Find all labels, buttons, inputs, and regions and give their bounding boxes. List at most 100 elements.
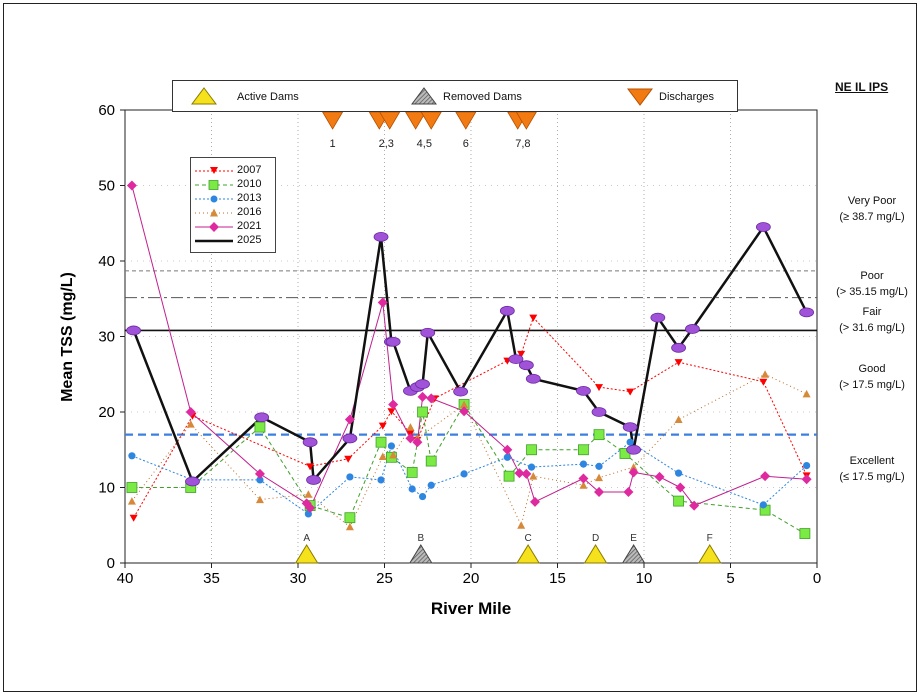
point-2016 xyxy=(629,463,638,471)
discharge-marker xyxy=(404,111,427,130)
point-2025 xyxy=(254,412,270,423)
ref-label-fair-value: (> 31.6 mg/L) xyxy=(839,322,905,334)
ref-label-excellent-name: Excellent xyxy=(849,455,895,467)
point-2010 xyxy=(406,466,418,478)
point-2025 xyxy=(755,222,771,232)
series-line-2007 xyxy=(133,316,808,518)
ref-label-good-value: (> 17.5 mg/L) xyxy=(839,379,905,391)
point-2025 xyxy=(453,386,469,397)
active-dam-label: D xyxy=(592,533,599,544)
discharge-markers: 1 2,3 4,5 6 7,8 xyxy=(321,111,538,150)
point-2025 xyxy=(415,379,430,389)
ref-label-fair: Fair (> 31.6 mg/L) xyxy=(822,304,922,336)
point-2025 xyxy=(591,407,607,417)
point-2021 xyxy=(514,468,525,479)
removed-dam-marker xyxy=(621,544,646,564)
legend-row-2013: 2013 xyxy=(191,192,277,205)
point-2025 xyxy=(306,475,321,485)
discharge-marker xyxy=(321,111,344,130)
series-legend: 2007 2010 2013 2016 2021 2025 xyxy=(190,157,276,253)
point-2025 xyxy=(671,342,686,353)
point-2021 xyxy=(760,471,771,482)
removed-dams-label: Removed Dams xyxy=(443,91,522,103)
active-dam-marker xyxy=(697,544,722,564)
ref-label-good: Good (> 17.5 mg/L) xyxy=(822,361,922,393)
point-2025 xyxy=(650,312,666,323)
point-2016 xyxy=(389,451,398,459)
point-2025 xyxy=(342,433,358,444)
point-2025 xyxy=(525,373,541,384)
legend-swatch-2010 xyxy=(195,180,233,190)
legend-swatch-2013 xyxy=(195,195,233,203)
active-dam-label: C xyxy=(524,533,531,544)
point-2013 xyxy=(387,442,396,450)
point-2010 xyxy=(593,429,605,441)
active-dam-marker xyxy=(294,544,319,564)
point-2025 xyxy=(508,354,524,365)
point-2010 xyxy=(503,470,515,482)
y-tick-label: 50 xyxy=(98,178,115,195)
point-2013 xyxy=(408,485,416,493)
point-2016 xyxy=(579,481,588,489)
point-2013 xyxy=(595,462,603,470)
point-2013 xyxy=(803,462,811,470)
y-tick-label: 20 xyxy=(98,404,115,421)
legend-row-2021: 2021 xyxy=(191,220,277,233)
point-2025 xyxy=(799,307,815,318)
point-2021 xyxy=(426,393,437,404)
series-line-2025 xyxy=(132,224,808,484)
point-2010 xyxy=(254,421,266,433)
point-2013 xyxy=(460,470,468,478)
series-markers xyxy=(126,180,815,539)
y-tick-labels: 0 10 20 30 40 50 60 xyxy=(98,102,125,572)
point-2021 xyxy=(502,444,513,455)
grid xyxy=(125,110,817,563)
point-2021 xyxy=(126,180,137,191)
ref-label-poor-name: Poor xyxy=(860,270,884,282)
legend-swatch-2007 xyxy=(195,167,233,174)
point-2021 xyxy=(578,473,589,484)
x-tick-label: 25 xyxy=(376,570,393,587)
point-2021 xyxy=(623,487,634,498)
point-2025 xyxy=(126,325,142,336)
point-2021 xyxy=(530,496,541,507)
chart-frame xyxy=(3,3,917,692)
point-2013 xyxy=(427,481,435,489)
point-2007 xyxy=(626,388,635,396)
point-2021 xyxy=(405,433,416,444)
discharge-marker xyxy=(455,111,477,130)
ref-label-very-poor-name: Very Poor xyxy=(847,195,897,207)
ref-label-very-poor: Very Poor (≥ 38.7 mg/L) xyxy=(822,193,922,225)
point-2016 xyxy=(761,370,770,378)
point-2021 xyxy=(305,502,316,513)
dam-legend: Active Dams Removed Dams Discharges xyxy=(172,80,738,112)
ref-label-fair-name: Fair xyxy=(862,306,882,318)
point-2021 xyxy=(185,407,196,417)
point-2016 xyxy=(460,400,469,408)
point-2013 xyxy=(759,501,767,509)
point-2013 xyxy=(675,469,683,477)
discharge-label: 4,5 xyxy=(417,138,432,150)
legend-swatch-2021 xyxy=(195,222,233,232)
point-2010 xyxy=(126,482,138,493)
point-2016 xyxy=(345,522,354,531)
ref-label-excellent: Excellent (≤ 17.5 mg/L) xyxy=(822,453,922,485)
point-2021 xyxy=(388,399,399,410)
point-2007 xyxy=(378,422,387,430)
point-2016 xyxy=(127,497,136,505)
point-2016 xyxy=(802,389,811,398)
legend-swatch-2016 xyxy=(195,208,233,217)
series-line-2016 xyxy=(131,373,807,528)
point-2021 xyxy=(412,437,423,448)
point-2021 xyxy=(628,467,639,478)
point-2013 xyxy=(346,473,354,481)
active-dam-legend-icon xyxy=(191,87,217,105)
y-axis-label: Mean TSS (mg/L) xyxy=(59,272,76,402)
point-2013 xyxy=(418,492,427,501)
point-2025 xyxy=(626,444,642,455)
legend-label-2025: 2025 xyxy=(237,234,262,246)
point-2025 xyxy=(685,324,700,334)
point-2013 xyxy=(527,463,536,471)
x-tick-label: 20 xyxy=(463,570,480,587)
active-dam-label: A xyxy=(303,533,310,544)
